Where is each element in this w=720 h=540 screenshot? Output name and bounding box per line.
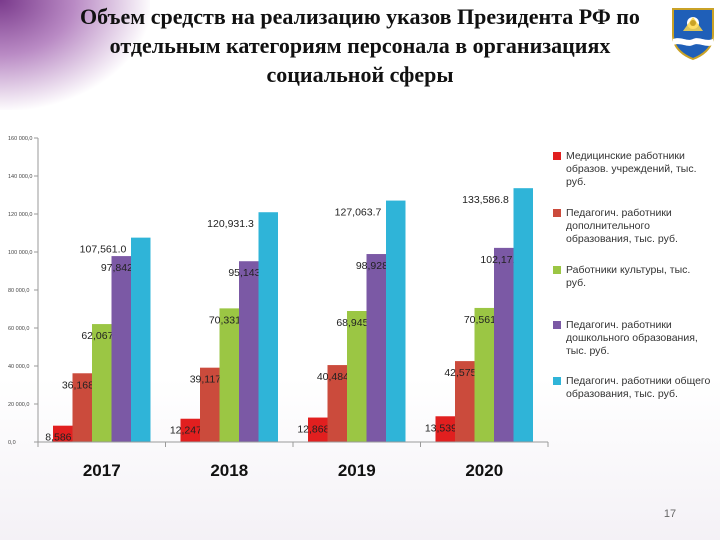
bar xyxy=(386,200,406,442)
x-tick-label: 2020 xyxy=(465,461,503,480)
bar xyxy=(258,212,278,442)
bar xyxy=(347,311,367,442)
legend-label-general-education: Педагогич. работники общего образования,… xyxy=(566,375,711,400)
y-tick-label: 140 000,0 xyxy=(8,174,32,180)
legend-item-medical: Медицинские работники образов. учреждени… xyxy=(553,150,713,189)
x-axis: 2017 2018 2019 2020 xyxy=(37,441,549,480)
legend-label-culture: Работники культуры, тыс. руб. xyxy=(566,264,691,289)
bar xyxy=(239,261,259,442)
data-label: 8,586.2 xyxy=(45,432,80,444)
coat-of-arms-icon xyxy=(672,8,714,61)
bar xyxy=(366,254,386,442)
data-label: 107,561.0 xyxy=(80,244,127,256)
title-line-1: Объем средств на реализацию указов Прези… xyxy=(80,4,640,29)
chart-legend: Медицинские работники образов. учреждени… xyxy=(553,150,713,401)
legend-label-medical: Медицинские работники образов. учреждени… xyxy=(566,150,697,188)
bar xyxy=(455,361,475,442)
bar xyxy=(494,247,514,442)
y-tick-label: 60 000,0 xyxy=(8,326,29,332)
y-tick-label: 120 000,0 xyxy=(8,212,32,218)
bar-groups: 8,586.212,247.2 12,868.2 13,539.036,168.9 3… xyxy=(45,188,533,444)
title-line-2: отдельным категориям персонала в организ… xyxy=(109,33,611,58)
bar xyxy=(131,237,151,442)
legend-swatch-preschool xyxy=(553,321,561,329)
bar xyxy=(219,308,239,442)
x-tick-label: 2018 xyxy=(210,461,248,480)
x-tick-label: 2019 xyxy=(338,461,376,480)
bar xyxy=(435,416,455,442)
title-line-3: социальной сферы xyxy=(266,62,454,87)
legend-item-culture: Работники культуры, тыс. руб. xyxy=(553,264,713,290)
bar xyxy=(200,367,220,442)
legend-swatch-medical xyxy=(553,152,561,160)
data-label: 127,063.7 xyxy=(335,207,382,219)
corner-accent xyxy=(0,0,150,110)
legend-item-additional-education: Педагогич. работники дополнительного обр… xyxy=(553,207,713,246)
bar xyxy=(72,373,92,442)
data-label: 120,931.3 xyxy=(207,218,254,230)
data-label: 133,586.8 xyxy=(462,194,509,206)
bar xyxy=(327,365,347,442)
bar xyxy=(180,418,200,442)
series-general_education: 107,561.0 120,931.3 127,063.7 133,586.8 xyxy=(80,188,533,442)
y-axis: 0,0 20 000,0 40 000,0 60 000,0 80 000,0 100 0… xyxy=(8,136,39,446)
slide-title: Объем средств на реализацию указов Прези… xyxy=(40,2,680,89)
legend-item-general-education: Педагогич. работники общего образования,… xyxy=(553,375,713,401)
legend-swatch-general-education xyxy=(553,377,561,385)
y-tick-label: 100 000,0 xyxy=(8,250,32,256)
legend-item-preschool: Педагогич. работники дошкольного образов… xyxy=(553,319,713,358)
bar xyxy=(308,417,328,442)
bar xyxy=(513,188,533,442)
legend-label-preschool: Педагогич. работники дошкольного образов… xyxy=(566,319,698,357)
page-number: 17 xyxy=(663,508,677,520)
y-tick-label: 40 000,0 xyxy=(8,364,29,370)
bar xyxy=(53,425,73,442)
legend-swatch-culture xyxy=(553,266,561,274)
legend-label-additional-education: Педагогич. работники дополнительного обр… xyxy=(566,207,678,245)
y-tick-label: 20 000,0 xyxy=(8,402,29,408)
bar xyxy=(92,324,112,442)
bar xyxy=(111,256,131,442)
x-tick-label: 2017 xyxy=(83,461,121,480)
y-tick-label: 80 000,0 xyxy=(8,288,29,294)
bar xyxy=(474,307,494,442)
legend-swatch-additional-education xyxy=(553,209,561,217)
y-tick-label: 0,0 xyxy=(8,440,16,446)
y-tick-label: 160 000,0 xyxy=(8,136,32,142)
